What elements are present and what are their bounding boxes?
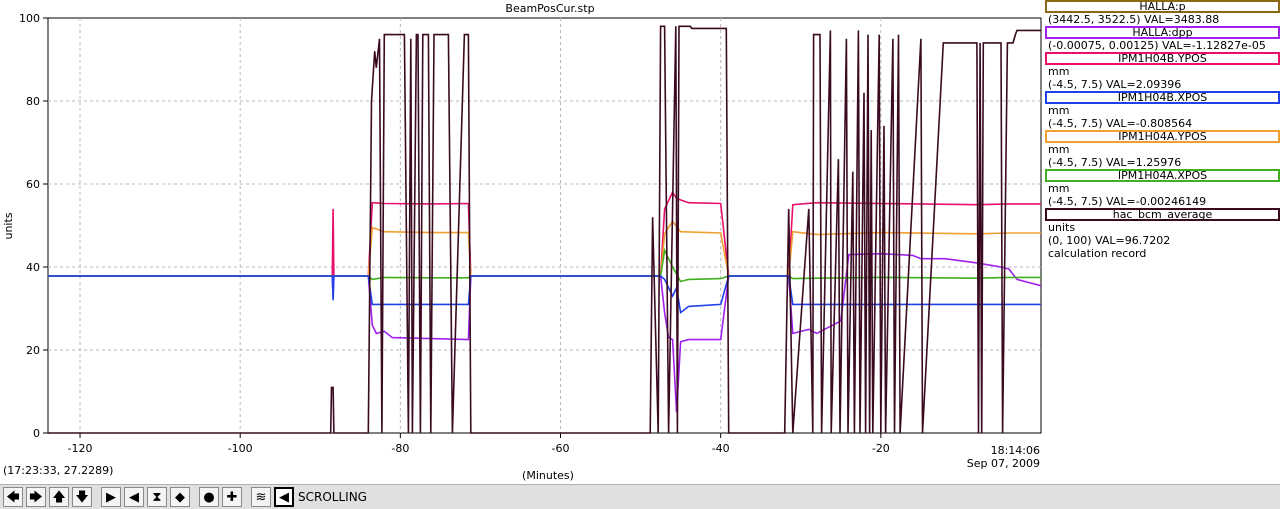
legend-item-detail: (0, 100) VAL=96.7202 bbox=[1048, 234, 1171, 247]
x-tick-label: -40 bbox=[712, 442, 730, 455]
arrow-right-icon[interactable]: 🡆 bbox=[26, 487, 46, 507]
legend-item-detail: (-4.5, 7.5) VAL=2.09396 bbox=[1048, 78, 1182, 91]
time-date: Sep 07, 2009 bbox=[967, 457, 1040, 470]
series-line-ipm1h04b-xpos bbox=[48, 275, 1041, 315]
legend-item-detail: calculation record bbox=[1048, 247, 1147, 260]
x-tick-label: -80 bbox=[391, 442, 409, 455]
y-tick-label: 80 bbox=[26, 95, 40, 108]
legend-item-detail: (-4.5, 7.5) VAL=-0.808564 bbox=[1048, 117, 1193, 130]
legend-item-detail: (3442.5, 3522.5) VAL=3483.88 bbox=[1048, 13, 1220, 26]
toolbar: 🡄 🡆 🡅 🡇 ▶ ◀ ⧗ ◆ ● ✚ ≋ ◀ SCROLLING bbox=[0, 484, 1280, 509]
scroll-mode-label: SCROLLING bbox=[298, 490, 367, 504]
legend-item-name[interactable]: HALLA:p bbox=[1045, 0, 1280, 13]
axis-ticks: -120 -100 -80 -60 -40 -20 0 20 40 60 80 100 bbox=[19, 12, 890, 455]
legend-item-detail: (-0.00075, 0.00125) VAL=-1.12827e-05 bbox=[1048, 39, 1266, 52]
chart-title: BeamPosCur.stp bbox=[505, 2, 594, 15]
legend-item[interactable]: IPM1H04A.XPOS mm (-4.5, 7.5) VAL=-0.002461… bbox=[1045, 169, 1280, 208]
series-line-hac-bcm-average bbox=[48, 25, 1041, 434]
legend-item-name[interactable]: IPM1H04A.YPOS bbox=[1045, 130, 1280, 143]
arrow-left-icon[interactable]: 🡄 bbox=[3, 487, 23, 507]
zoom-in-y-icon[interactable]: ⧗ bbox=[147, 487, 167, 507]
legend-item-name[interactable]: hac_bcm_average bbox=[1045, 208, 1280, 221]
legend-item-detail: mm bbox=[1048, 65, 1070, 78]
data-series bbox=[48, 25, 1042, 434]
legend-item-name[interactable]: HALLA:dpp bbox=[1045, 26, 1280, 39]
arrow-down-icon[interactable]: 🡇 bbox=[72, 487, 92, 507]
x-axis-label: (Minutes) bbox=[522, 469, 574, 482]
legend-item[interactable]: IPM1H04A.YPOS mm (-4.5, 7.5) VAL=1.25976 bbox=[1045, 130, 1280, 169]
legend-item-detail: (-4.5, 7.5) VAL=-0.00246149 bbox=[1048, 195, 1207, 208]
legend-item-name[interactable]: IPM1H04B.YPOS bbox=[1045, 52, 1280, 65]
legend-item-detail: mm bbox=[1048, 143, 1070, 156]
circle-icon[interactable]: ● bbox=[199, 487, 219, 507]
y-tick-label: 0 bbox=[33, 427, 40, 440]
legend-item-detail: (-4.5, 7.5) VAL=1.25976 bbox=[1048, 156, 1182, 169]
chart-plot[interactable]: BeamPosCur.stp -120 -100 -80 -60 -40 -20 0 20 40… bbox=[0, 0, 1045, 484]
x-tick-label: -120 bbox=[68, 442, 93, 455]
plus-icon[interactable]: ✚ bbox=[222, 487, 242, 507]
x-tick-label: -20 bbox=[872, 442, 890, 455]
y-tick-label: 20 bbox=[26, 344, 40, 357]
legend-item-detail: units bbox=[1048, 221, 1076, 234]
legend-item-name[interactable]: IPM1H04A.XPOS bbox=[1045, 169, 1280, 182]
x-tick-label: -100 bbox=[228, 442, 253, 455]
zoom-in-x-icon[interactable]: ▶ bbox=[101, 487, 121, 507]
y-tick-label: 100 bbox=[19, 12, 40, 25]
y-axis-label: units bbox=[2, 212, 15, 239]
autoscale-icon[interactable]: ≋ bbox=[251, 487, 271, 507]
legend-item[interactable]: IPM1H04B.YPOS mm (-4.5, 7.5) VAL=2.09396 bbox=[1045, 52, 1280, 91]
legend-panel: HALLA:p (3442.5, 3522.5) VAL=3483.88 HALLA… bbox=[1045, 0, 1280, 260]
y-tick-label: 40 bbox=[26, 261, 40, 274]
scroll-icon[interactable]: ◀ bbox=[274, 487, 294, 507]
legend-item[interactable]: HALLA:dpp (-0.00075, 0.00125) VAL=-1.1282… bbox=[1045, 26, 1280, 52]
time-clock: 18:14:06 bbox=[991, 444, 1040, 457]
y-tick-label: 60 bbox=[26, 178, 40, 191]
x-tick-label: -60 bbox=[552, 442, 570, 455]
legend-item[interactable]: HALLA:p (3442.5, 3522.5) VAL=3483.88 bbox=[1045, 0, 1280, 26]
series-line-halla-dpp bbox=[48, 252, 1042, 413]
legend-item[interactable]: hac_bcm_average units (0, 100) VAL=96.7202… bbox=[1045, 208, 1280, 260]
legend-item[interactable]: IPM1H04B.XPOS mm (-4.5, 7.5) VAL=-0.808564 bbox=[1045, 91, 1280, 130]
legend-item-detail: mm bbox=[1048, 104, 1070, 117]
legend-item-detail: mm bbox=[1048, 182, 1070, 195]
arrow-up-icon[interactable]: 🡅 bbox=[49, 487, 69, 507]
legend-item-name[interactable]: IPM1H04B.XPOS bbox=[1045, 91, 1280, 104]
cursor-readout: (17:23:33, 27.2289) bbox=[3, 464, 114, 477]
zoom-out-y-icon[interactable]: ◆ bbox=[170, 487, 190, 507]
zoom-out-x-icon[interactable]: ◀ bbox=[124, 487, 144, 507]
